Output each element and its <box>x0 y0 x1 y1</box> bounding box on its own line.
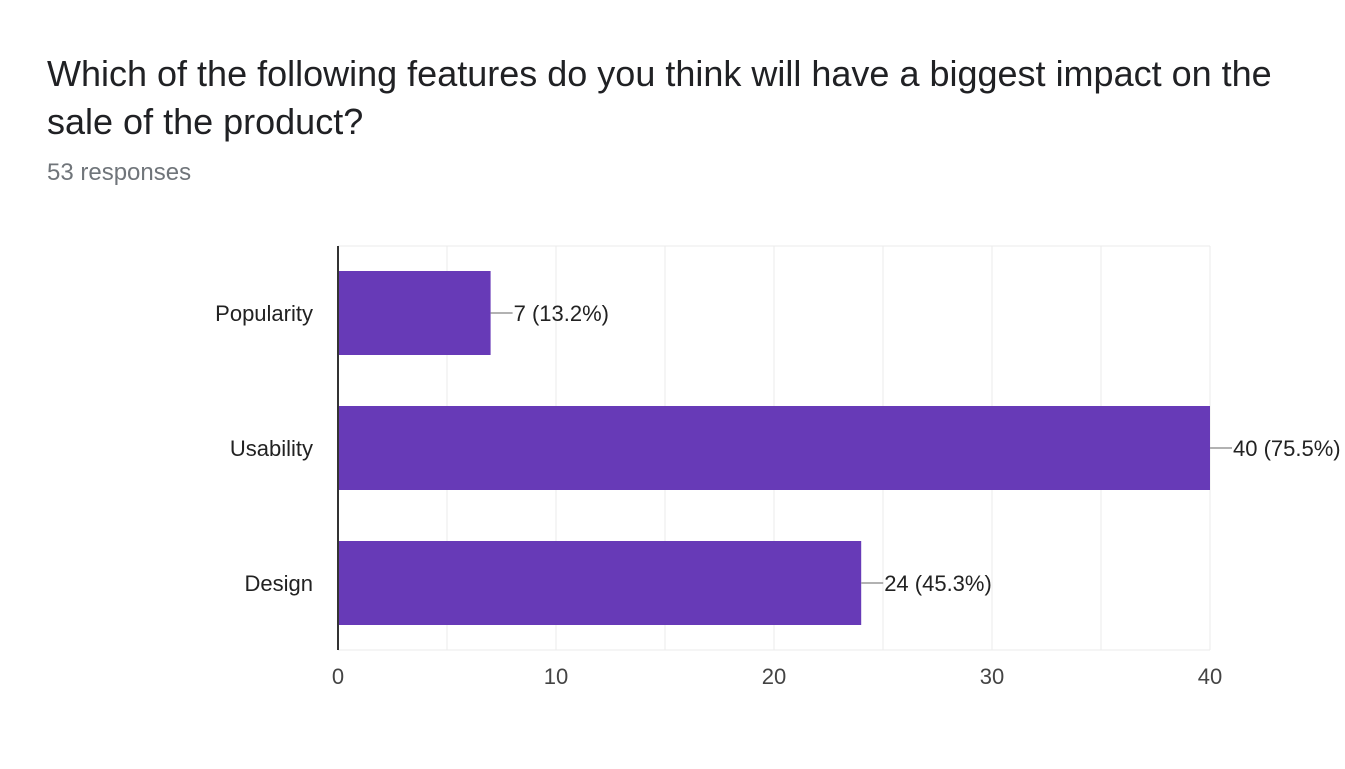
x-tick-label: 0 <box>332 664 344 689</box>
data-label: 24 (45.3%) <box>884 571 992 596</box>
response-count: 53 responses <box>47 159 192 186</box>
x-tick-label: 30 <box>980 664 1004 689</box>
bar-design <box>338 541 862 625</box>
category-label: Design <box>245 571 313 596</box>
question-title: Which of the following features do you t… <box>47 53 1272 142</box>
x-tick-label: 20 <box>762 664 786 689</box>
bar-usability <box>338 406 1210 490</box>
data-label: 7 (13.2%) <box>514 301 609 326</box>
data-label: 40 (75.5%) <box>1233 436 1341 461</box>
category-label: Popularity <box>215 301 313 326</box>
x-tick-label: 40 <box>1198 664 1222 689</box>
bar-popularity <box>338 271 491 355</box>
category-label: Usability <box>230 436 313 461</box>
x-tick-label: 10 <box>544 664 568 689</box>
